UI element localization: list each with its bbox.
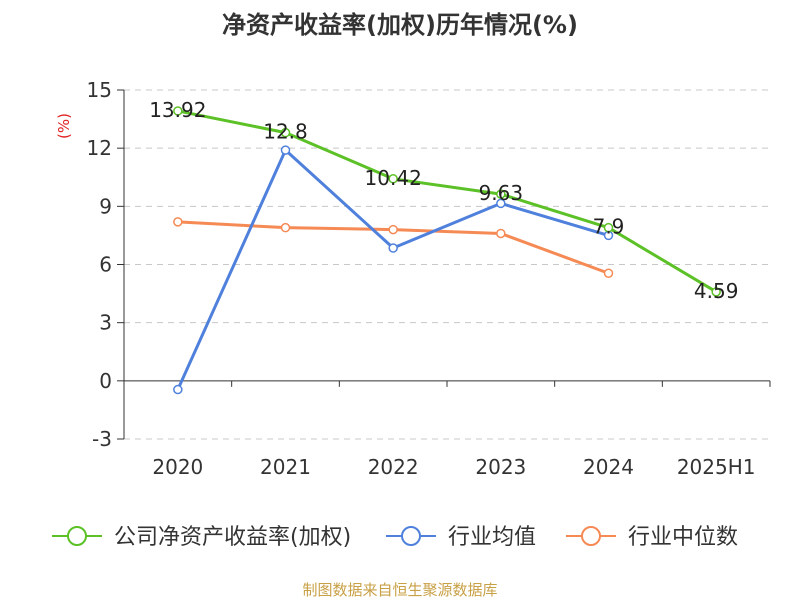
legend-marker (581, 526, 601, 546)
x-tick-label: 2023 (475, 455, 526, 479)
y-tick-label: -3 (92, 427, 112, 451)
data-point (711, 287, 721, 297)
y-tick-label: 0 (99, 369, 112, 393)
x-tick-label: 2025H1 (677, 455, 756, 479)
x-tick-label: 2024 (583, 455, 634, 479)
data-point (388, 224, 398, 235)
legend-marker (67, 526, 87, 546)
gridlines (124, 89, 770, 440)
y-tick-label: 3 (99, 311, 112, 335)
data-label: 9.63 (479, 181, 524, 205)
data-point (173, 384, 183, 395)
legend-marker (401, 526, 421, 546)
data-point (173, 217, 183, 227)
y-tick-label: 9 (99, 194, 112, 218)
legend: 公司净资产收益率(加权) 行业均值 行业中位数 (52, 525, 738, 550)
legend-label: 行业均值 (448, 525, 536, 550)
y-tick-label: 15 (87, 78, 112, 102)
legend-label: 公司净资产收益率(加权) (114, 525, 351, 550)
series-layer (173, 106, 721, 395)
data-point (496, 198, 506, 209)
axes: 15 12 9 6 3 0 -3 2020 2021 2022 2023 2024 2025H1 (87, 78, 771, 479)
source-note: 制图数据来自恒生聚源数据库 (302, 581, 497, 599)
data-label: 7.9 (593, 215, 625, 239)
y-axis-unit-label: (%) (55, 113, 73, 139)
data-point (388, 174, 398, 184)
data-point (496, 228, 506, 239)
series-line (177, 109, 717, 294)
y-tick-label: 6 (99, 253, 112, 277)
data-labels: 13.92 12.8 10.42 9.63 7.9 4.59 (149, 98, 738, 303)
data-point (496, 189, 506, 199)
data-label: 4.59 (694, 279, 739, 303)
data-label: 10.42 (365, 166, 422, 190)
data-point (603, 268, 614, 278)
data-label: 12.8 (263, 120, 308, 144)
legend-label: 行业中位数 (628, 525, 738, 550)
chart-title: 净资产收益率(加权)历年情况(%) (222, 11, 578, 39)
x-tick-label: 2022 (368, 455, 419, 479)
x-tick-label: 2020 (152, 455, 203, 479)
data-point (173, 106, 183, 116)
data-point (280, 127, 291, 138)
data-point (603, 222, 614, 233)
data-point (388, 243, 398, 253)
x-tick-label: 2021 (260, 455, 311, 479)
data-point (280, 145, 291, 155)
y-tick-label: 12 (87, 136, 112, 160)
data-label: 13.92 (149, 98, 206, 122)
data-point (280, 222, 291, 233)
